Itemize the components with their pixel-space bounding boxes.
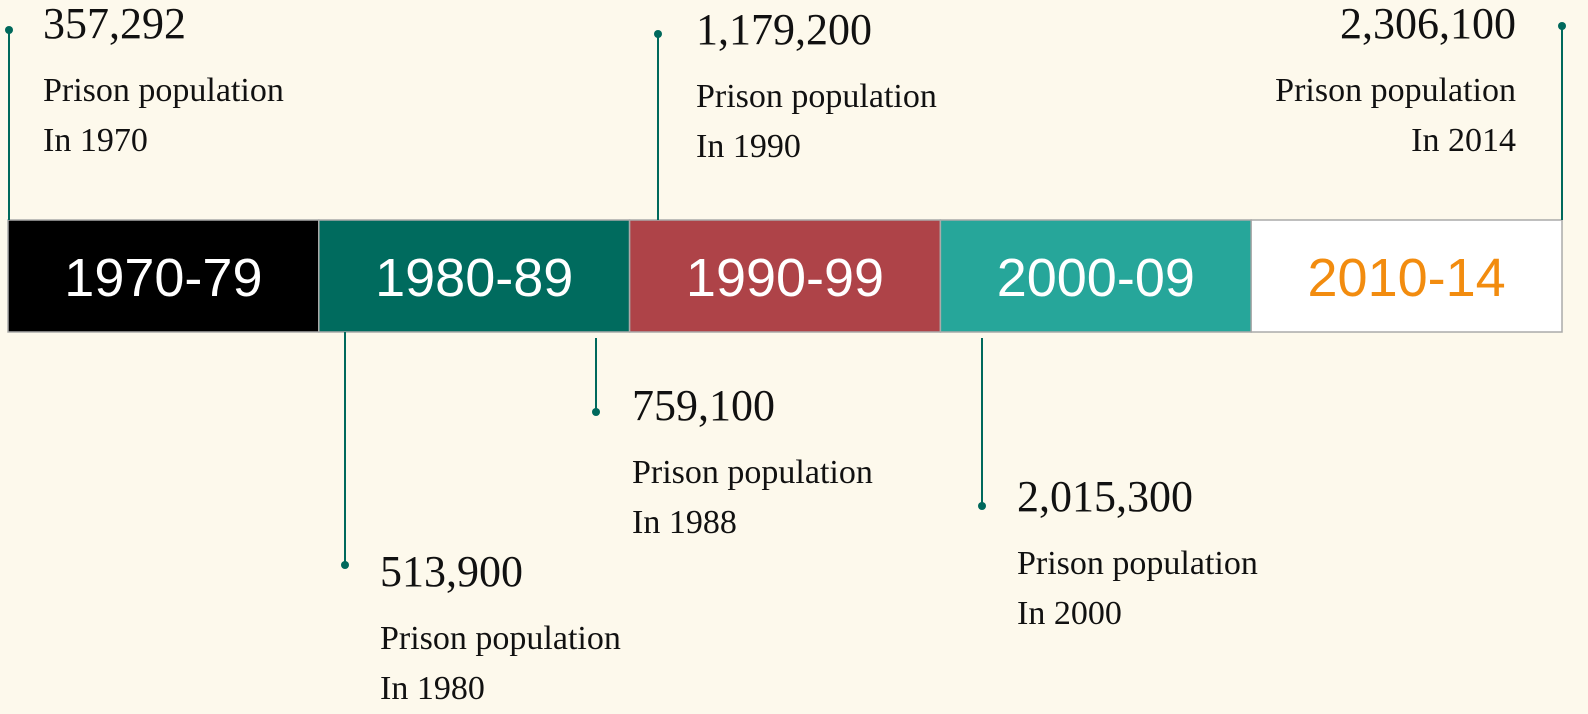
annotation-caption: Prison population bbox=[380, 620, 621, 657]
annotation-value: 1,179,200 bbox=[696, 5, 872, 54]
annotation-year: In 1980 bbox=[380, 670, 485, 707]
annotation-value: 2,306,100 bbox=[1340, 0, 1516, 48]
annotation-caption: Prison population bbox=[696, 78, 937, 115]
annotation-caption: Prison population bbox=[632, 454, 873, 491]
annotation-caption: Prison population bbox=[43, 72, 284, 109]
annotation-value: 513,900 bbox=[380, 547, 523, 596]
annotation-year: In 2014 bbox=[1411, 122, 1516, 159]
segment-label: 2010-14 bbox=[1308, 248, 1506, 308]
connector-dot bbox=[341, 561, 349, 569]
segment-label: 1990-99 bbox=[686, 248, 884, 308]
annotation-caption: Prison population bbox=[1275, 72, 1516, 109]
annotation-value: 759,100 bbox=[632, 381, 775, 430]
segment-label: 1980-89 bbox=[375, 248, 573, 308]
timeline-segment bbox=[1250, 219, 1563, 333]
segment-label: 1970-79 bbox=[64, 248, 262, 308]
annotation-caption: Prison population bbox=[1017, 545, 1258, 582]
annotation-year: In 2000 bbox=[1017, 595, 1122, 632]
annotation-year: In 1970 bbox=[43, 122, 148, 159]
annotation-year: In 1988 bbox=[632, 504, 737, 541]
timeline-segment bbox=[318, 219, 631, 333]
annotation-value: 357,292 bbox=[43, 0, 186, 48]
connector-dot bbox=[592, 408, 600, 416]
connector-dot bbox=[654, 30, 662, 38]
connector-dot bbox=[978, 502, 986, 510]
connector-dot bbox=[5, 26, 13, 34]
connector-dot bbox=[1558, 22, 1566, 30]
timeline-segment bbox=[628, 219, 942, 333]
segment-label: 2000-09 bbox=[997, 248, 1195, 308]
annotation-value: 2,015,300 bbox=[1017, 472, 1193, 521]
timeline-segment bbox=[939, 219, 1252, 333]
annotation-year: In 1990 bbox=[696, 128, 801, 165]
timeline-segment bbox=[7, 219, 320, 333]
